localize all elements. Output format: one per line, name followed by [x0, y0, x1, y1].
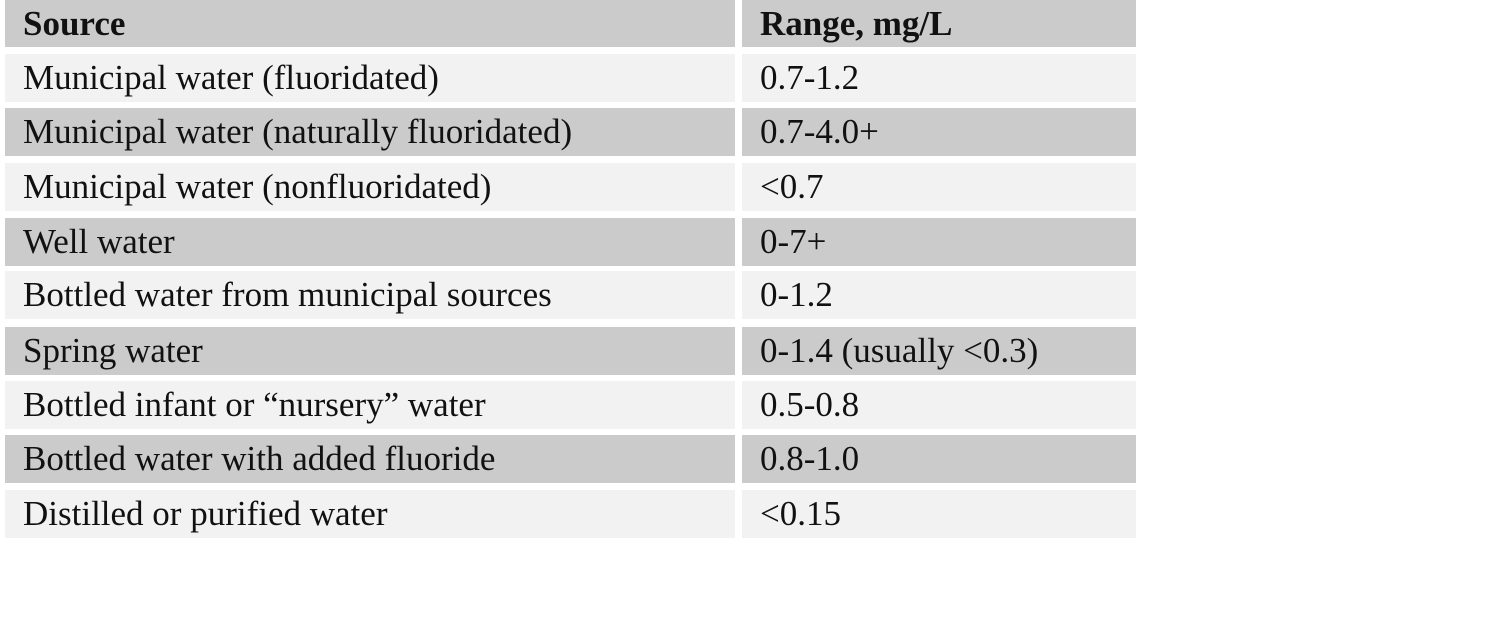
source-cell: Municipal water (nonfluoridated): [5, 163, 735, 211]
source-cell: Well water: [5, 218, 735, 266]
source-cell: Distilled or purified water: [5, 490, 735, 538]
source-cell: Spring water: [5, 327, 735, 375]
header-cell: Source: [5, 0, 735, 47]
range-cell: 0.8-1.0: [742, 435, 1136, 483]
source-cell: Bottled infant or “nursery” water: [5, 381, 735, 429]
source-cell: Municipal water (naturally fluoridated): [5, 108, 735, 156]
range-cell: 0.7-4.0+: [742, 108, 1136, 156]
range-cell: <0.7: [742, 163, 1136, 211]
range-cell: 0-1.2: [742, 271, 1136, 319]
range-cell: 0-1.4 (usually <0.3): [742, 327, 1136, 375]
source-cell: Bottled water with added fluoride: [5, 435, 735, 483]
range-cell: <0.15: [742, 490, 1136, 538]
header-cell: Range, mg/L: [742, 0, 1136, 47]
source-cell: Municipal water (fluoridated): [5, 54, 735, 102]
source-cell: Bottled water from municipal sources: [5, 271, 735, 319]
range-cell: 0.7-1.2: [742, 54, 1136, 102]
range-cell: 0-7+: [742, 218, 1136, 266]
range-cell: 0.5-0.8: [742, 381, 1136, 429]
